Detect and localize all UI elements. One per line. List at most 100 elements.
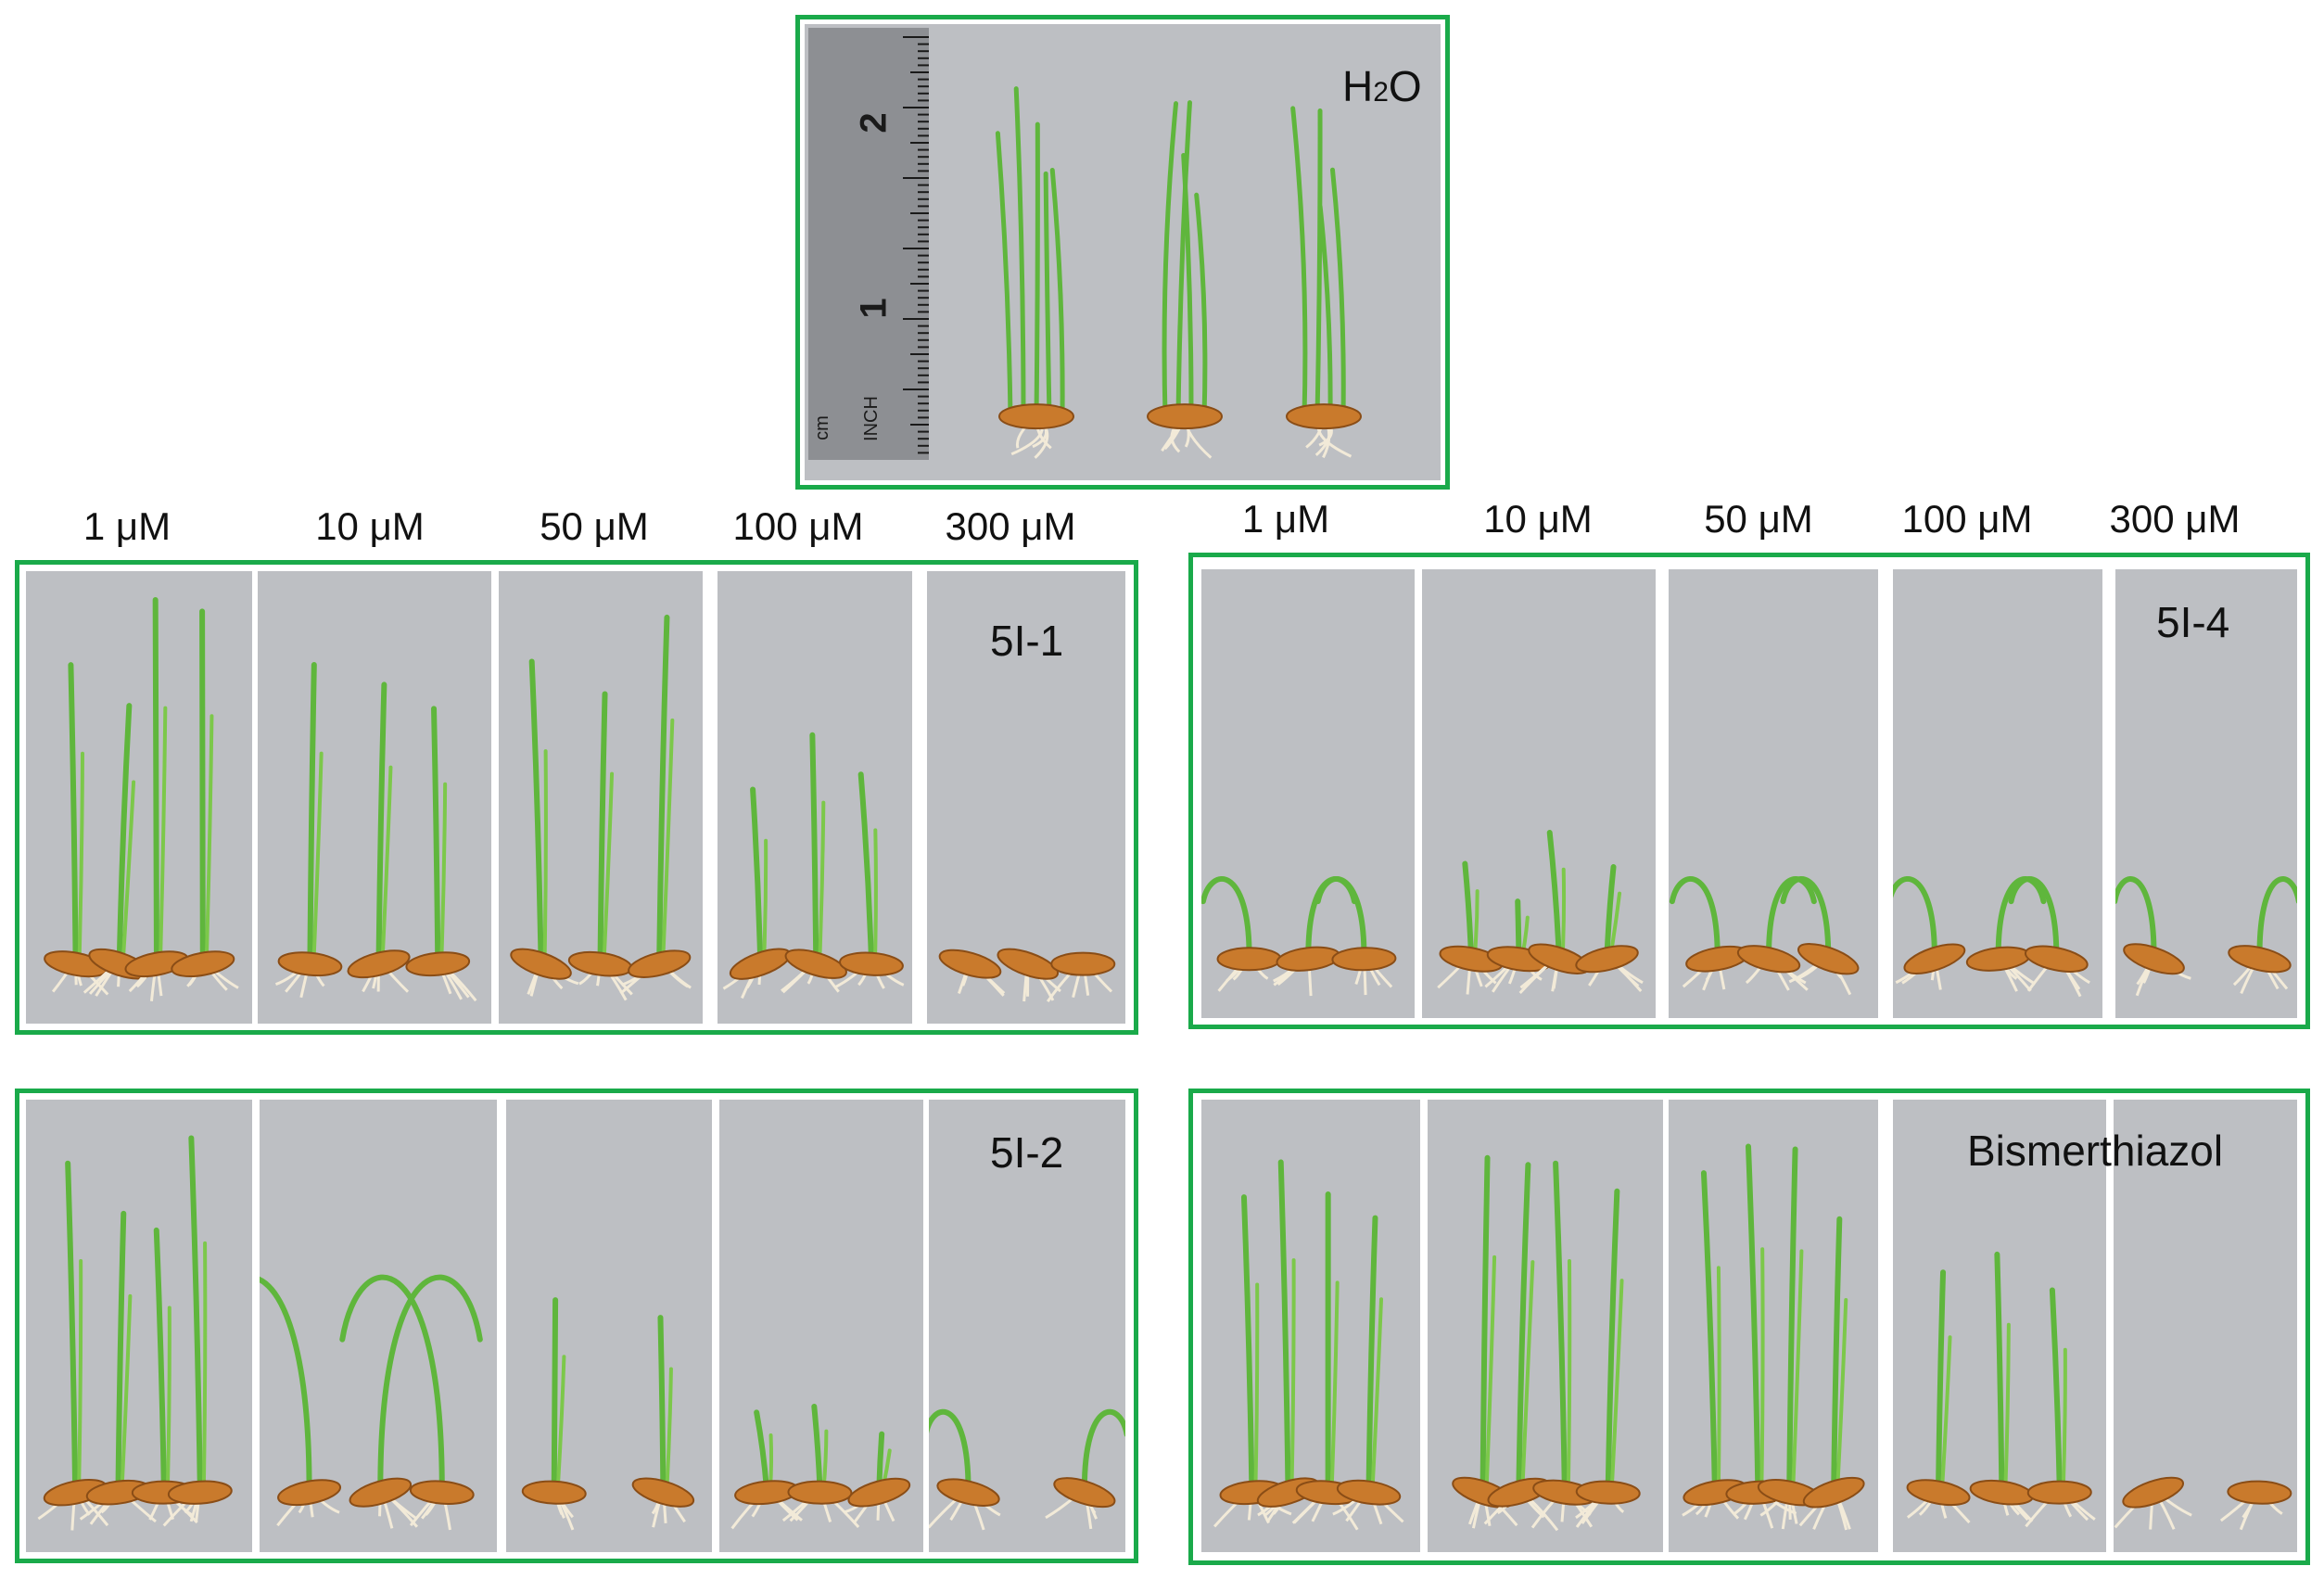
seedling-drawing xyxy=(1213,1159,1404,1531)
leaf xyxy=(929,1408,972,1492)
seed xyxy=(405,951,471,977)
seed xyxy=(1276,946,1341,972)
seedling-drawing xyxy=(260,1274,483,1531)
leaf xyxy=(116,703,133,963)
seed xyxy=(628,949,692,978)
leaf xyxy=(551,1297,559,1492)
leaf xyxy=(1365,1215,1378,1492)
seed xyxy=(839,951,904,976)
leaf xyxy=(153,1227,167,1492)
conc-left-5: 300 μM xyxy=(945,504,1076,548)
seedling-drawing xyxy=(722,732,905,1000)
seedling-drawing xyxy=(44,597,239,1001)
leaf xyxy=(1290,106,1308,419)
leaf xyxy=(597,691,608,963)
conc-left-3: 50 μM xyxy=(540,504,649,548)
5I-1-50uM-photo xyxy=(499,571,703,1024)
5I-4-300uM-photo xyxy=(2115,569,2297,1018)
leaf xyxy=(1181,152,1194,419)
seed xyxy=(936,1478,1000,1507)
leaf xyxy=(1277,1159,1291,1492)
leaf xyxy=(1043,171,1052,419)
leaf xyxy=(439,782,448,962)
seed xyxy=(1575,945,1639,974)
conc-left-2: 10 μM xyxy=(315,504,425,548)
seed xyxy=(2228,945,2292,974)
leaf xyxy=(77,751,84,962)
leaf xyxy=(152,597,159,963)
conc-left-1: 1 μM xyxy=(83,504,171,548)
leaf xyxy=(750,786,764,963)
leaf xyxy=(1034,121,1040,419)
leaf xyxy=(1746,1143,1761,1492)
leaf xyxy=(431,706,441,963)
leaf xyxy=(1566,1259,1572,1491)
leaf xyxy=(1520,1260,1535,1491)
group-bismerthiazol-label: Bismerthiazol xyxy=(1967,1127,2224,1175)
bismerthiazol-100uM-photo xyxy=(1893,1100,2106,1552)
seed xyxy=(2123,943,2185,975)
seed xyxy=(167,1480,233,1505)
leaf xyxy=(307,661,317,963)
seed xyxy=(2024,945,2089,973)
seed xyxy=(277,1479,342,1507)
leaf xyxy=(811,1403,823,1492)
bismerthiazol-300uM-photo xyxy=(2114,1100,2297,1552)
5I-2-10uM-photo xyxy=(260,1100,497,1552)
leaf xyxy=(1329,1280,1340,1491)
ruler-scale xyxy=(903,36,929,454)
seed xyxy=(349,1477,413,1508)
5I-4-1uM-photo xyxy=(1201,569,1415,1018)
leaf xyxy=(1317,204,1333,419)
leaf xyxy=(68,662,79,963)
5I-1-1uM-photo xyxy=(26,571,252,1024)
leaf xyxy=(818,800,826,962)
seedling-drawing xyxy=(1452,1154,1641,1532)
seed xyxy=(1736,945,1801,974)
leaf xyxy=(1462,860,1474,959)
seedling-drawing xyxy=(1437,830,1644,995)
leaf xyxy=(1175,100,1192,419)
leaf xyxy=(1831,1216,1843,1492)
seed xyxy=(347,949,411,979)
leaf xyxy=(1893,876,1937,959)
seedling-drawing xyxy=(995,86,1362,459)
leaf xyxy=(1162,101,1179,419)
leaf xyxy=(1305,876,1358,959)
seed xyxy=(567,950,633,977)
leaf xyxy=(1759,1247,1765,1491)
seed xyxy=(1336,1479,1402,1506)
leaf xyxy=(1604,864,1617,959)
seed xyxy=(631,1477,695,1508)
seed xyxy=(1575,1480,1641,1505)
leaf xyxy=(528,658,544,963)
leaf xyxy=(2049,1287,2063,1492)
seed xyxy=(2227,1480,2292,1505)
leaf xyxy=(1314,108,1323,419)
leaf xyxy=(158,706,168,962)
5I-4-100uM-photo xyxy=(1893,569,2102,1018)
group-5I-4-label: 5I-4 xyxy=(2156,598,2230,646)
seed xyxy=(938,949,1002,979)
leaf xyxy=(375,681,387,963)
leaf xyxy=(2061,1347,2067,1491)
leaf xyxy=(204,714,214,962)
leaf xyxy=(995,131,1013,419)
leaf xyxy=(656,614,670,963)
seedling-drawing xyxy=(730,1403,911,1530)
seedling-drawing xyxy=(938,948,1116,1003)
leaf xyxy=(65,1160,79,1492)
leaf xyxy=(1546,830,1562,959)
leaf xyxy=(1553,1160,1568,1492)
seed xyxy=(1903,943,1966,975)
leaf xyxy=(121,780,136,962)
leaf xyxy=(1669,876,1721,959)
leaf xyxy=(2008,876,2060,959)
leaf xyxy=(1516,1162,1531,1492)
bismerthiazol-10uM-photo xyxy=(1428,1100,1663,1552)
conc-right-4: 100 μM xyxy=(1901,497,2033,541)
seed xyxy=(1050,951,1116,976)
5I-2-300uM-photo xyxy=(929,1100,1125,1552)
leaf xyxy=(1314,876,1367,959)
seed xyxy=(787,1480,853,1505)
